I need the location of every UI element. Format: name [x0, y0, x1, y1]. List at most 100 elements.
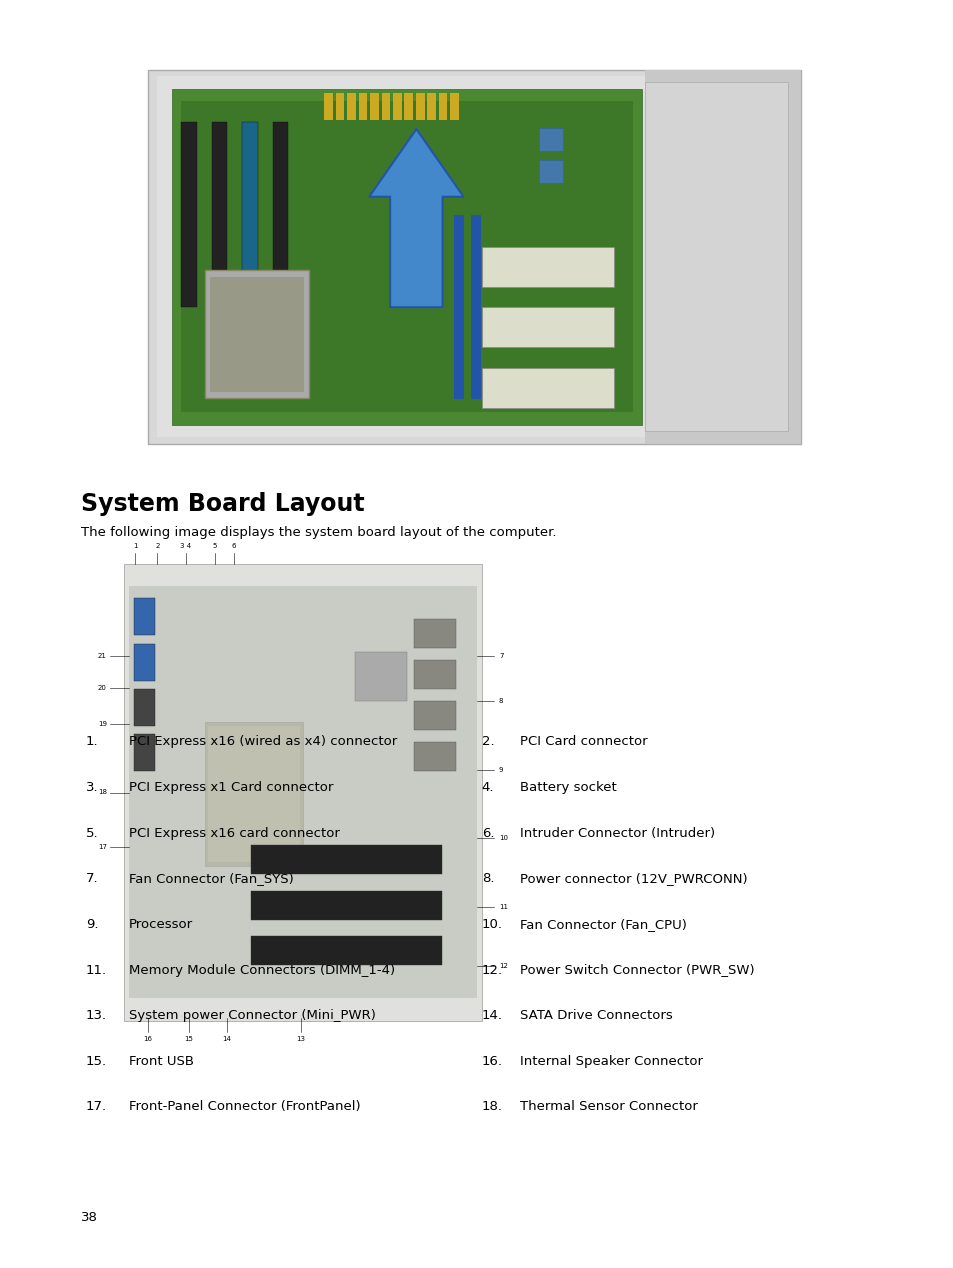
Bar [242, 123, 257, 307]
Bar [482, 247, 614, 287]
Text: 11.: 11. [86, 964, 107, 976]
Text: 13: 13 [295, 1036, 305, 1042]
Bar [273, 123, 288, 307]
Text: 10: 10 [498, 836, 507, 841]
Text: Processor: Processor [129, 918, 193, 931]
Text: 8: 8 [498, 699, 503, 704]
Text: 6.: 6. [481, 827, 494, 839]
Bar [133, 689, 154, 725]
Bar [133, 598, 154, 635]
Text: 14.: 14. [481, 1009, 502, 1022]
Bar [133, 734, 154, 771]
Bar [438, 93, 447, 120]
Text: 8.: 8. [481, 872, 494, 885]
Text: 5: 5 [213, 543, 216, 549]
Text: 38: 38 [81, 1211, 98, 1224]
Bar [450, 93, 458, 120]
Bar [251, 891, 442, 919]
Text: 12.: 12. [481, 964, 502, 976]
Bar [416, 93, 424, 120]
Text: 2.: 2. [481, 735, 494, 748]
Text: Internal Speaker Connector: Internal Speaker Connector [519, 1055, 702, 1068]
Bar [644, 82, 787, 431]
Bar [172, 89, 641, 425]
Text: 1: 1 [133, 543, 137, 549]
Bar [414, 743, 456, 771]
Bar [148, 70, 801, 444]
Bar [381, 93, 390, 120]
Bar [181, 101, 632, 412]
Text: 15.: 15. [86, 1055, 107, 1068]
Text: 2: 2 [155, 543, 159, 549]
Text: PCI Express x16 card connector: PCI Express x16 card connector [129, 827, 339, 839]
Text: 9: 9 [498, 767, 503, 772]
Text: Fan Connector (Fan_CPU): Fan Connector (Fan_CPU) [519, 918, 686, 931]
Text: 3 4: 3 4 [180, 543, 192, 549]
Text: 15: 15 [184, 1036, 193, 1042]
Text: 16.: 16. [481, 1055, 502, 1068]
Bar [251, 846, 442, 875]
Text: Power Switch Connector (PWR_SW): Power Switch Connector (PWR_SW) [519, 964, 754, 976]
Bar [355, 652, 407, 701]
Text: PCI Express x1 Card connector: PCI Express x1 Card connector [129, 781, 333, 794]
Bar [644, 70, 801, 444]
Text: 6: 6 [232, 543, 235, 549]
Text: PCI Card connector: PCI Card connector [519, 735, 647, 748]
Text: 7.: 7. [86, 872, 98, 885]
Text: 9.: 9. [86, 918, 98, 931]
Text: Power connector (12V_PWRCONN): Power connector (12V_PWRCONN) [519, 872, 747, 885]
Bar [324, 93, 333, 120]
Text: Front USB: Front USB [129, 1055, 193, 1068]
Text: 7: 7 [498, 653, 503, 658]
Bar [482, 368, 614, 408]
Bar [208, 725, 299, 862]
Bar [335, 93, 344, 120]
Text: 1.: 1. [86, 735, 98, 748]
Text: Fan Connector (Fan_SYS): Fan Connector (Fan_SYS) [129, 872, 294, 885]
Text: 13.: 13. [86, 1009, 107, 1022]
Text: 21: 21 [98, 653, 107, 658]
Text: 17: 17 [98, 844, 107, 851]
Bar [471, 214, 480, 399]
Text: System Board Layout: System Board Layout [81, 492, 364, 516]
Bar [347, 93, 355, 120]
Bar [157, 76, 791, 437]
Bar [370, 93, 378, 120]
Text: 5.: 5. [86, 827, 98, 839]
Text: Battery socket: Battery socket [519, 781, 616, 794]
Text: 10.: 10. [481, 918, 502, 931]
Bar [210, 276, 304, 392]
Text: 14: 14 [222, 1036, 232, 1042]
Text: 11: 11 [498, 904, 507, 909]
Bar [358, 93, 367, 120]
Text: 4.: 4. [481, 781, 494, 794]
Text: 18.: 18. [481, 1101, 502, 1113]
Bar [129, 586, 476, 998]
Bar [133, 644, 154, 681]
Text: 16: 16 [143, 1036, 152, 1042]
Text: 17.: 17. [86, 1101, 107, 1113]
Bar [538, 160, 562, 183]
Bar [251, 936, 442, 965]
Text: 12: 12 [498, 962, 507, 969]
FancyArrow shape [369, 129, 463, 307]
Bar [124, 564, 481, 1021]
Text: Intruder Connector (Intruder): Intruder Connector (Intruder) [519, 827, 715, 839]
Text: 19: 19 [98, 721, 107, 727]
Bar [454, 214, 463, 399]
Bar [414, 701, 456, 730]
Bar [414, 619, 456, 648]
Bar [212, 123, 227, 307]
Text: 20: 20 [98, 685, 107, 691]
Text: 18: 18 [98, 790, 107, 795]
Text: Front-Panel Connector (FrontPanel): Front-Panel Connector (FrontPanel) [129, 1101, 360, 1113]
Text: The following image displays the system board layout of the computer.: The following image displays the system … [81, 526, 556, 539]
Text: System power Connector (Mini_PWR): System power Connector (Mini_PWR) [129, 1009, 375, 1022]
Bar [414, 661, 456, 689]
Bar [482, 307, 614, 347]
Bar [404, 93, 413, 120]
Text: SATA Drive Connectors: SATA Drive Connectors [519, 1009, 672, 1022]
Text: Memory Module Connectors (DIMM_1-4): Memory Module Connectors (DIMM_1-4) [129, 964, 395, 976]
Bar [205, 721, 303, 866]
Bar [427, 93, 436, 120]
